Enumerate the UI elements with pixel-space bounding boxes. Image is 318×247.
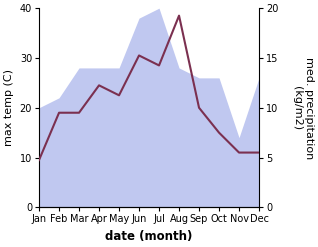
Y-axis label: max temp (C): max temp (C) [4, 69, 14, 146]
Y-axis label: med. precipitation
(kg/m2): med. precipitation (kg/m2) [292, 57, 314, 159]
X-axis label: date (month): date (month) [105, 230, 193, 243]
